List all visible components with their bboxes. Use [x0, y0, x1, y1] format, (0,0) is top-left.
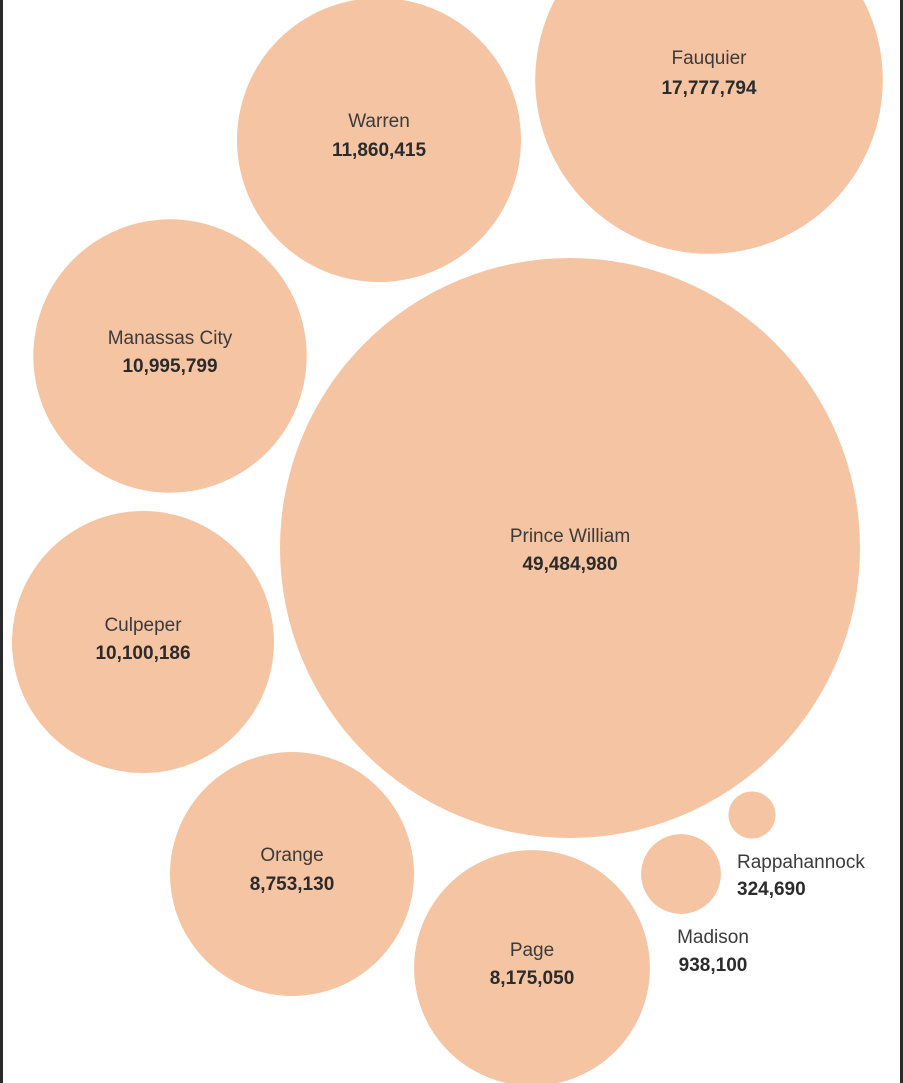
- bubble-label-fauquier: Fauquier: [672, 48, 748, 69]
- bubble-circle-manassas-city: [33, 219, 307, 493]
- bubble-circle-page: [414, 850, 650, 1083]
- bubble-label-prince-william: Prince William: [510, 526, 630, 547]
- bubble-manassas-city: Manassas City 10,995,799: [33, 219, 307, 493]
- bubble-value-rappahannock: 324,690: [737, 879, 806, 900]
- bubble-circle-fauquier: [535, 0, 883, 254]
- bubble-value-orange: 8,753,130: [250, 874, 335, 895]
- bubble-value-manassas-city: 10,995,799: [122, 356, 217, 377]
- bubble-value-fauquier: 17,777,794: [661, 78, 757, 99]
- bubble-madison: Madison 938,100: [641, 834, 749, 976]
- bubble-fauquier: Fauquier 17,777,794: [535, 0, 883, 254]
- bubble-circle-warren: [237, 0, 521, 282]
- bubble-page: Page 8,175,050: [414, 850, 650, 1083]
- bubble-circle-madison: [641, 834, 721, 914]
- bubble-culpeper: Culpeper 10,100,186: [12, 511, 274, 773]
- bubble-circle-rappahannock: [728, 791, 776, 839]
- bubble-value-culpeper: 10,100,186: [95, 643, 190, 664]
- bubble-value-warren: 11,860,415: [332, 140, 426, 161]
- bubble-value-page: 8,175,050: [490, 968, 575, 989]
- bubble-rappahannock: Rappahannock 324,690: [728, 791, 865, 900]
- bubble-label-madison: Madison: [677, 927, 749, 948]
- bubble-value-prince-william: 49,484,980: [522, 554, 617, 575]
- bubble-label-rappahannock: Rappahannock: [737, 852, 865, 873]
- bubble-circle-prince-william: [280, 258, 860, 838]
- bubble-warren: Warren 11,860,415: [237, 0, 521, 282]
- bubble-label-manassas-city: Manassas City: [108, 328, 233, 349]
- bubble-prince-william: Prince William 49,484,980: [280, 258, 860, 838]
- bubble-label-warren: Warren: [348, 111, 410, 132]
- bubble-label-page: Page: [510, 940, 554, 961]
- bubble-label-culpeper: Culpeper: [104, 615, 182, 636]
- bubble-circle-culpeper: [12, 511, 274, 773]
- bubble-circle-orange: [170, 752, 414, 996]
- bubble-orange: Orange 8,753,130: [170, 752, 414, 996]
- bubble-value-madison: 938,100: [679, 955, 748, 976]
- bubble-label-orange: Orange: [260, 845, 323, 866]
